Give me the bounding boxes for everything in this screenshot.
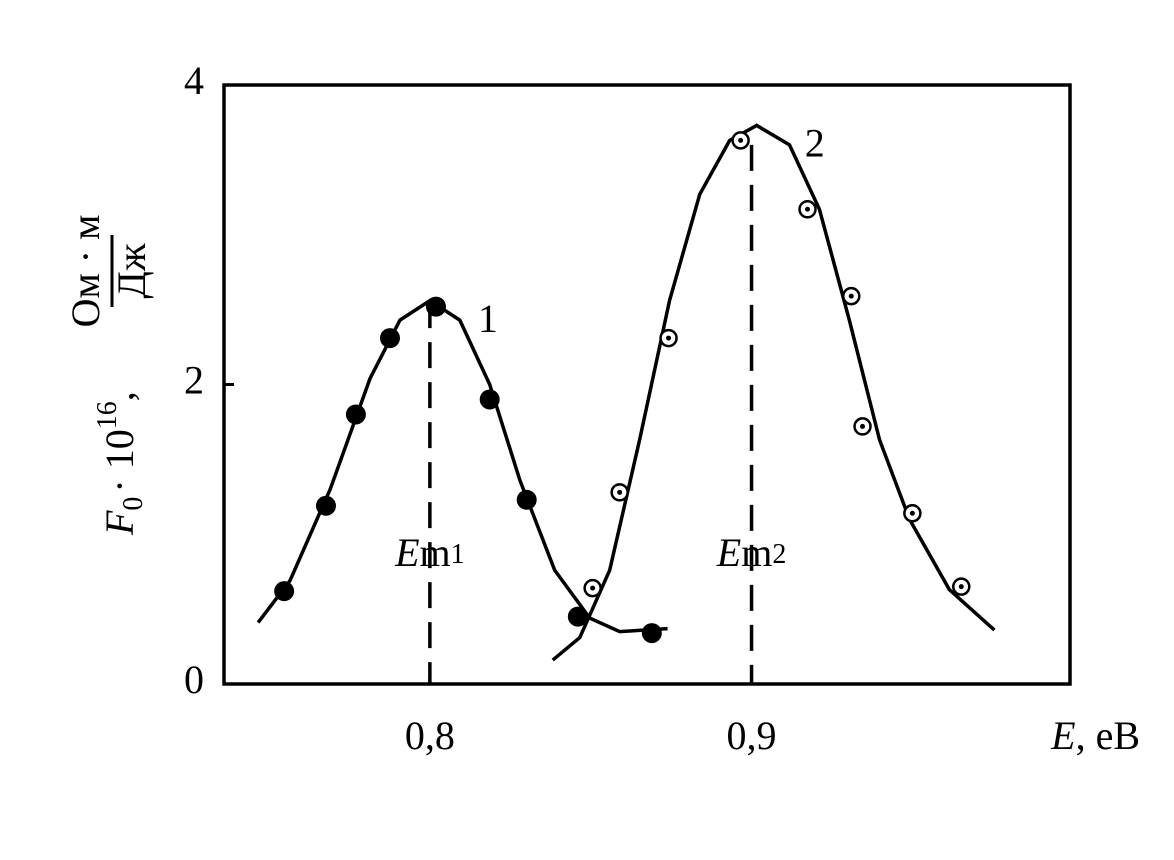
point-dot [738, 137, 744, 143]
peak-label-symbol: E [394, 530, 419, 575]
data-point [903, 504, 922, 523]
peak-label-index: 2 [772, 539, 786, 570]
data-point [583, 578, 602, 598]
data-point [952, 577, 971, 596]
y-label-unit-den: Дж [109, 243, 154, 298]
data-point [567, 606, 588, 627]
point-dot [958, 584, 964, 590]
y-label-factor-exp: 16 [92, 401, 123, 429]
x-tick-label: 0,8 [405, 713, 455, 758]
data-point [345, 404, 366, 425]
curve-label: 1 [478, 296, 498, 341]
peak-label: Em1 [394, 530, 465, 575]
y-tick-label: 4 [184, 58, 204, 103]
fit-curve [551, 123, 996, 662]
peak-label-symbol: E [716, 530, 741, 575]
point-dot [617, 489, 623, 495]
data-point [425, 296, 446, 317]
x-label-unit: , еВ [1076, 713, 1140, 758]
y-tick-label: 2 [184, 358, 204, 403]
data-point [379, 328, 400, 349]
y-label-symbol: F [97, 510, 142, 536]
plot-frame [222, 83, 1072, 686]
data-point [798, 200, 817, 219]
y-label-factor: · 10 [97, 429, 142, 492]
x-tick-label: 0,9 [727, 713, 777, 758]
data-point [641, 623, 662, 644]
peak-label: Em2 [716, 530, 787, 575]
point-dot [860, 423, 866, 429]
point-dot [848, 293, 854, 299]
data-point [731, 131, 750, 150]
data-point [659, 328, 678, 348]
point-dot [909, 510, 915, 516]
y-label-symbol-sub: 0 [118, 497, 149, 511]
peak-label-text: m [741, 530, 772, 575]
data-point [479, 389, 500, 410]
point-dot [590, 585, 596, 591]
x-axis-label: E, еВ [1050, 713, 1140, 758]
peak-label-text: m [420, 530, 451, 575]
data-point [842, 286, 861, 306]
x-label-symbol: E [1050, 713, 1075, 758]
y-tick-label: 0 [184, 657, 204, 702]
curve-label: 2 [805, 121, 825, 166]
data-point [516, 489, 537, 510]
data-point [274, 581, 295, 602]
point-dot [666, 335, 672, 341]
y-axis-label: F0 · 1016, Ом · м Дж [63, 215, 154, 536]
y-label-unit-num: Ом · м [63, 215, 108, 328]
data-point [610, 483, 629, 502]
data-point [315, 495, 336, 516]
peak-label-index: 1 [451, 539, 465, 570]
point-dot [805, 206, 811, 212]
y-label-sep: , [97, 391, 142, 401]
data-point [853, 417, 872, 436]
y-label-main: F0 · 1016, [92, 391, 149, 536]
